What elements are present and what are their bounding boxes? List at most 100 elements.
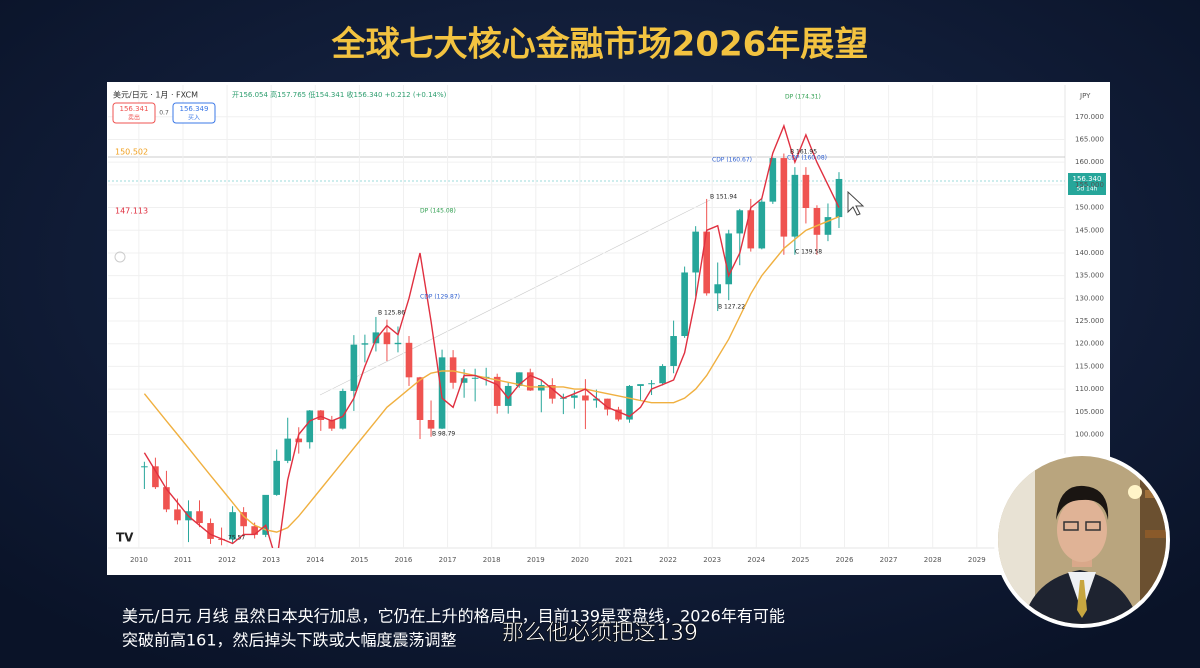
candle-body — [295, 438, 303, 443]
annotation: C 139.58 — [795, 249, 822, 256]
logo: TV — [116, 531, 134, 545]
candle-body — [504, 385, 512, 406]
annotation: DP (174.31) — [785, 94, 821, 101]
candle-body — [769, 158, 777, 202]
x-tick-label: 2024 — [747, 556, 765, 564]
candle-body — [703, 231, 710, 294]
x-tick-label: 2022 — [659, 556, 677, 564]
candle-body — [714, 284, 722, 294]
candle-body — [604, 398, 611, 410]
candle-body — [240, 512, 247, 527]
x-tick-label: 2023 — [703, 556, 721, 564]
x-tick-label: 2013 — [262, 556, 280, 564]
y-tick-label: 150.000 — [1075, 204, 1104, 212]
annotation: B 161.95 — [790, 149, 817, 156]
scroll-button[interactable] — [114, 251, 126, 263]
y-tick-label: 115.000 — [1075, 362, 1104, 370]
annotation: 75.57 — [228, 535, 245, 542]
candle-body — [637, 384, 644, 386]
x-tick-label: 2018 — [483, 556, 501, 564]
candle-body — [648, 383, 655, 385]
candle-body — [141, 466, 148, 468]
countdown: 5d 14h — [1077, 186, 1098, 193]
candle-body — [780, 158, 788, 237]
candle-body — [725, 233, 733, 285]
candle-body — [626, 385, 633, 420]
candle-body — [791, 174, 799, 237]
candle-body — [273, 460, 280, 495]
sell-price: 156.341 — [120, 105, 149, 113]
y-tick-label: 155.000 — [1075, 181, 1104, 189]
candle-body — [152, 466, 159, 488]
annotation: DP (145.08) — [420, 208, 456, 215]
candle-body — [615, 409, 622, 420]
annotation: B 98.79 — [432, 431, 455, 438]
annotation: B 125.86 — [378, 310, 405, 317]
x-tick-label: 2026 — [836, 556, 854, 564]
candle-body — [824, 217, 832, 235]
x-tick-label: 2028 — [924, 556, 942, 564]
candle-body — [526, 372, 534, 391]
currency: JPY — [1079, 92, 1091, 100]
candle-body — [394, 342, 402, 345]
y-tick-label: 170.000 — [1075, 113, 1104, 121]
candle-body — [229, 512, 236, 540]
candle-body — [681, 272, 688, 337]
candle-body — [659, 365, 666, 384]
page-title: 全球七大核心金融市场2026年展望 — [331, 25, 869, 65]
x-tick-label: 2016 — [395, 556, 413, 564]
ma-label: 150.502 — [115, 148, 148, 157]
candle-body — [207, 523, 214, 539]
candle-body — [361, 343, 369, 345]
candle-body — [306, 410, 314, 443]
candle-body — [174, 509, 181, 521]
plot-area — [108, 85, 1065, 548]
annotation: CDP (160.67) — [712, 157, 752, 164]
candle-body — [339, 390, 347, 429]
candle-body — [449, 357, 457, 383]
annotation: B 151.94 — [710, 194, 737, 201]
y-tick-label: 100.000 — [1075, 431, 1104, 439]
y-tick-label: 165.000 — [1075, 135, 1104, 143]
x-tick-label: 2015 — [350, 556, 368, 564]
price-tag — [1068, 173, 1106, 195]
webcam — [998, 456, 1166, 624]
y-tick-label: 125.000 — [1075, 317, 1104, 325]
candle-body — [284, 438, 292, 461]
buy-price: 156.349 — [180, 105, 209, 113]
spread: 0.7 — [159, 110, 169, 117]
candle-body — [416, 377, 424, 420]
symbol: 美元/日元 · 1月 · FXCM — [113, 90, 198, 100]
candle-body — [262, 494, 269, 535]
y-tick-label: 130.000 — [1075, 294, 1104, 302]
x-tick-label: 2019 — [527, 556, 545, 564]
x-tick-label: 2025 — [791, 556, 809, 564]
candle-body — [427, 419, 435, 429]
x-tick-label: 2021 — [615, 556, 633, 564]
last-price: 156.340 — [1073, 175, 1102, 183]
candle-body — [537, 385, 545, 391]
candle-body — [670, 336, 677, 366]
quote: 开156.054 高157.765 低154.341 收156.340 +0.2… — [232, 90, 447, 99]
y-tick-label: 140.000 — [1075, 249, 1104, 257]
candle-body — [758, 201, 766, 249]
x-tick-label: 2012 — [218, 556, 236, 564]
candle-body — [802, 174, 810, 209]
x-tick-label: 2014 — [306, 556, 324, 564]
candle-body — [196, 511, 203, 524]
candle-body — [747, 210, 755, 249]
y-tick-label: 120.000 — [1075, 340, 1104, 348]
candle-body — [460, 378, 468, 383]
buy-label: 买入 — [188, 114, 200, 122]
x-tick-label: 2010 — [130, 556, 148, 564]
annotation: CDP (129.87) — [420, 294, 460, 301]
buy-button[interactable] — [172, 102, 216, 124]
subtitle-line: 突破前高161，然后掉头下跌或大幅度震荡调整 — [122, 631, 457, 650]
y-tick-label: 135.000 — [1075, 272, 1104, 280]
candle-body — [582, 395, 589, 401]
y-tick-label: 145.000 — [1075, 226, 1104, 234]
candle-body — [328, 419, 336, 429]
annotation: B 127.22 — [718, 304, 745, 311]
sell-button[interactable] — [112, 102, 156, 124]
